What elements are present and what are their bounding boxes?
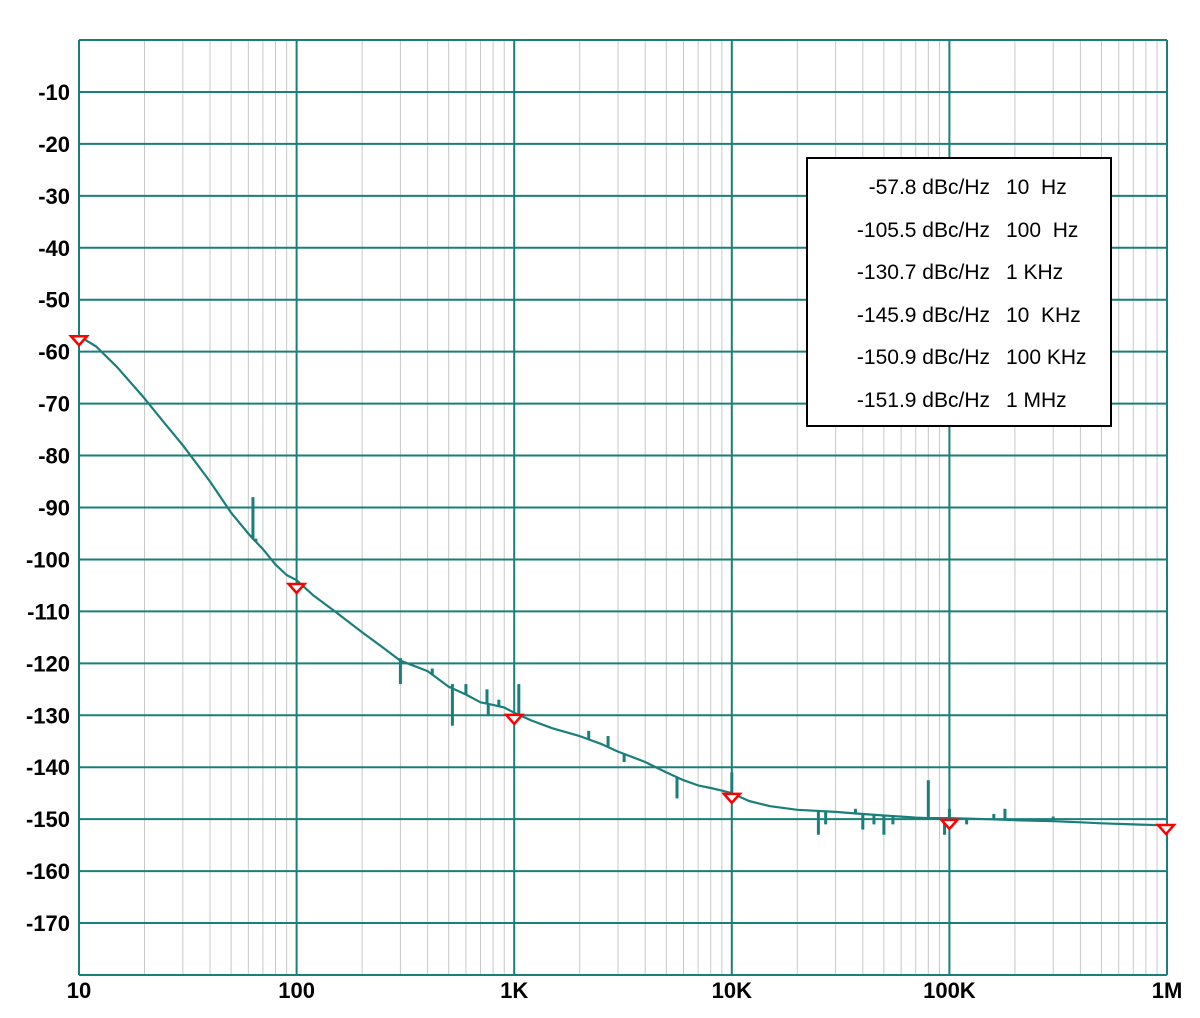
y-tick-label: -150 [26,807,70,832]
y-tick-label: -90 [38,496,70,521]
marker-group [68,334,1177,836]
y-tick-label: -160 [26,859,70,884]
legend-row: -150.9 dBc/Hz 100 KHz [808,343,1087,373]
x-tick-label: 100K [923,978,976,1003]
marker-triangle [285,582,308,595]
x-tick-label: 1M [1152,978,1183,1003]
y-tick-label: -100 [26,547,70,572]
legend-frequency: 10 KHz [1006,303,1081,327]
trace-group [78,335,1168,835]
y-tick-label: -80 [38,444,70,469]
marker-triangle [503,713,525,726]
y-tick-label: -70 [38,392,70,417]
legend-row: -57.8 dBc/Hz 10 Hz [808,173,1067,203]
legend-row: -151.9 dBc/Hz 1 MHz [808,386,1067,416]
y-tick-label: -140 [26,755,70,780]
x-tick-label: 100 [278,978,315,1003]
marker-readout-legend: -57.8 dBc/Hz 10 Hz -105.5 dBc/Hz 100 Hz -130… [806,157,1112,427]
y-tick-label: -40 [38,236,70,261]
legend-value: -57.8 dBc/Hz [868,176,990,199]
marker-triangle [1155,823,1177,836]
legend-row: -105.5 dBc/Hz 100 Hz [808,216,1078,246]
y-tick-label: -10 [38,80,70,105]
x-tick-label: 10K [712,978,752,1003]
legend-value: -150.9 dBc/Hz [856,346,990,369]
y-tick-label: -50 [38,288,70,313]
y-tick-label: -60 [38,340,70,365]
legend-frequency: 100 KHz [1006,346,1087,369]
legend-frequency: 1 KHz [1006,261,1064,284]
x-tick-labels: 10 100 1K 10K 100K 1M [67,978,1183,1003]
y-tick-label: -120 [26,651,70,676]
x-tick-label: 10 [67,978,91,1003]
y-tick-label: -110 [27,599,70,624]
legend-frequency: 10 Hz [1006,176,1067,199]
legend-frequency: 1 MHz [1006,388,1067,412]
marker-triangle [68,334,90,348]
x-tick-label: 1K [500,978,528,1003]
legend-value: -151.9 dBc/Hz [856,388,990,412]
y-tick-label: -170 [26,911,70,936]
y-tick-label: -20 [38,132,70,157]
legend-frequency: 100 Hz [1006,218,1079,242]
y-tick-label: -130 [26,703,70,728]
y-tick-label: -30 [38,184,70,209]
legend-value: -105.5 dBc/Hz [856,218,990,242]
legend-row: -130.7 dBc/Hz 1 KHz [808,258,1063,288]
legend-value: -145.9 dBc/Hz [856,303,990,327]
legend-value: -130.7 dBc/Hz [856,261,990,284]
y-tick-labels: -10 -20 -30 -40 -50 -60 -70 -80 -90 -100 -110 -120 -… [26,80,70,936]
legend-row: -145.9 dBc/Hz 10 KHz [808,301,1081,331]
marker-triangle [938,818,961,831]
marker-triangle [721,792,743,805]
